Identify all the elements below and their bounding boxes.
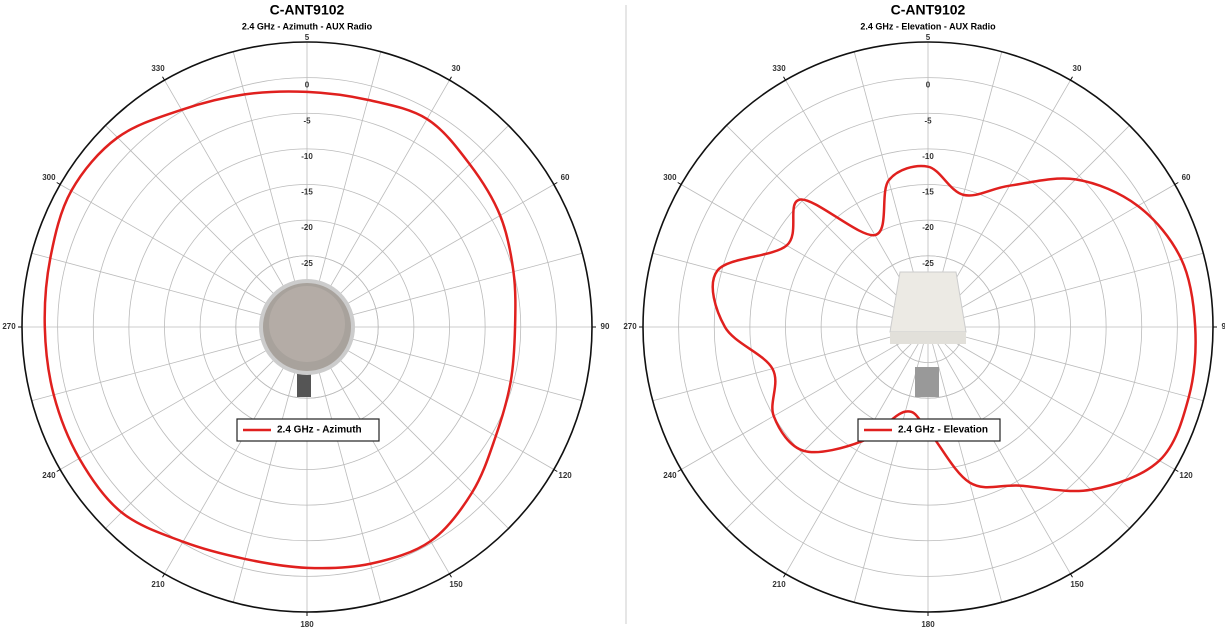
r-tick-label: -20 bbox=[301, 223, 313, 232]
theta-tick-label: 240 bbox=[42, 471, 56, 480]
theta-tick bbox=[1070, 76, 1073, 81]
theta-tick-label: 330 bbox=[772, 64, 786, 73]
legend-box bbox=[857, 418, 1001, 442]
grid-ring bbox=[128, 148, 486, 506]
theta-tick-label: 60 bbox=[1182, 173, 1191, 182]
theta-tick-label: 210 bbox=[151, 580, 165, 589]
chart-subtitle: 2.4 GHz - Azimuth - AUX Radio bbox=[242, 21, 373, 31]
grid-ring bbox=[92, 112, 522, 542]
theta-tick-label: 30 bbox=[1073, 64, 1082, 73]
theta-tick bbox=[677, 182, 682, 185]
chart-title: C-ANT9102 bbox=[891, 2, 966, 18]
antenna-mount bbox=[915, 367, 939, 397]
theta-tick bbox=[1174, 469, 1179, 472]
theta-tick bbox=[449, 573, 452, 578]
theta-tick-label: 90 bbox=[601, 322, 610, 331]
theta-tick-label: 300 bbox=[42, 173, 56, 182]
theta-tick-label: 30 bbox=[452, 64, 461, 73]
r-tick-label: -5 bbox=[303, 116, 311, 125]
theta-tick-label: 270 bbox=[2, 322, 16, 331]
theta-tick bbox=[1174, 182, 1179, 185]
theta-tick-label: 330 bbox=[151, 64, 165, 73]
grid-ring bbox=[713, 112, 1143, 542]
r-tick-label: -15 bbox=[922, 188, 934, 197]
r-tick-label: 5 bbox=[305, 33, 310, 42]
theta-tick-label: 120 bbox=[558, 471, 572, 480]
chart-title: C-ANT9102 bbox=[270, 2, 345, 18]
theta-tick bbox=[553, 182, 558, 185]
theta-tick bbox=[1070, 573, 1073, 578]
grid-ring bbox=[678, 77, 1178, 577]
theta-tick-label: 270 bbox=[623, 322, 637, 331]
r-tick-label: -10 bbox=[922, 152, 934, 161]
chart-subtitle: 2.4 GHz - Elevation - AUX Radio bbox=[860, 21, 996, 31]
r-tick-label: 5 bbox=[926, 33, 931, 42]
grid-ring bbox=[164, 184, 450, 470]
legend-box bbox=[236, 418, 380, 442]
theta-tick bbox=[162, 573, 165, 578]
theta-tick bbox=[56, 469, 61, 472]
grid-ring bbox=[235, 255, 379, 399]
theta-tick-label: 150 bbox=[1070, 580, 1084, 589]
grid-ring bbox=[749, 148, 1107, 506]
theta-tick bbox=[553, 469, 558, 472]
r-tick-label: -25 bbox=[301, 259, 313, 268]
theta-tick-label: 90 bbox=[1222, 322, 1225, 331]
theta-tick-label: 180 bbox=[300, 620, 314, 629]
r-tick-label: 0 bbox=[926, 81, 931, 90]
theta-tick-label: 240 bbox=[663, 471, 677, 480]
grid-ring bbox=[57, 77, 557, 577]
legend-text: 2.4 GHz - Azimuth bbox=[277, 425, 362, 436]
antenna-body bbox=[889, 271, 967, 333]
r-tick-label: -15 bbox=[301, 188, 313, 197]
r-tick-label: -5 bbox=[924, 116, 932, 125]
theta-tick bbox=[162, 76, 165, 81]
r-tick-label: 0 bbox=[305, 81, 310, 90]
theta-tick bbox=[56, 182, 61, 185]
legend-text: 2.4 GHz - Elevation bbox=[898, 425, 988, 436]
theta-tick bbox=[449, 76, 452, 81]
theta-tick-label: 150 bbox=[449, 580, 463, 589]
theta-tick-label: 60 bbox=[561, 173, 570, 182]
antenna-base bbox=[890, 332, 966, 344]
theta-tick-label: 300 bbox=[663, 173, 677, 182]
r-tick-label: -10 bbox=[301, 152, 313, 161]
theta-tick-label: 210 bbox=[772, 580, 786, 589]
pattern-line bbox=[43, 90, 517, 570]
theta-tick bbox=[783, 573, 786, 578]
r-tick-label: -25 bbox=[922, 259, 934, 268]
grid-ring bbox=[785, 184, 1071, 470]
theta-tick bbox=[677, 469, 682, 472]
grid-ring bbox=[856, 255, 1000, 399]
theta-tick bbox=[783, 76, 786, 81]
theta-tick-label: 120 bbox=[1179, 471, 1193, 480]
antenna-face bbox=[269, 286, 345, 362]
r-tick-label: -20 bbox=[922, 223, 934, 232]
theta-tick-label: 180 bbox=[921, 620, 935, 629]
